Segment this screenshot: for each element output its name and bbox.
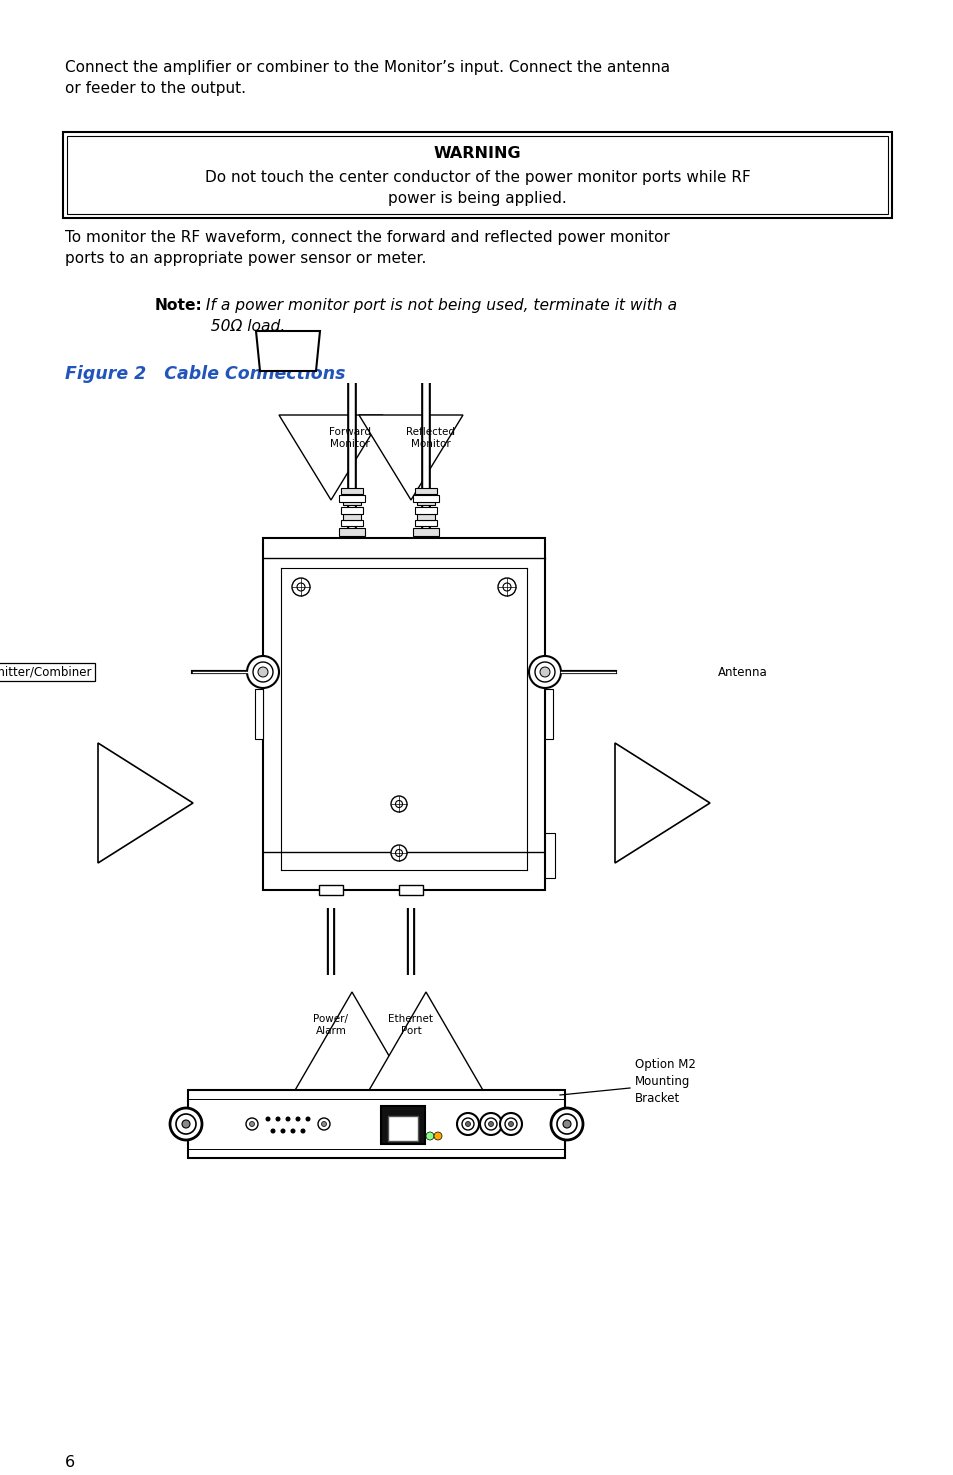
Bar [263,538,544,889]
Bar [343,513,360,521]
Circle shape [434,1131,441,1140]
Circle shape [306,1117,310,1121]
Circle shape [551,1108,582,1140]
Polygon shape [615,743,709,863]
Circle shape [465,1121,470,1127]
Text: Transmitter/Combiner: Transmitter/Combiner [0,665,91,678]
Bar [318,885,343,895]
Polygon shape [278,414,382,500]
Circle shape [499,1114,521,1134]
Text: WARNING: WARNING [434,146,520,161]
Circle shape [504,1118,517,1130]
Circle shape [266,1117,270,1121]
Circle shape [291,1130,294,1133]
Circle shape [497,578,516,596]
Text: Forward
Monitor: Forward Monitor [329,426,371,450]
Text: Do not touch the center conductor of the power monitor ports while RF
power is b: Do not touch the center conductor of the… [204,170,750,206]
Bar [416,513,435,521]
Bar [544,833,555,878]
Bar [338,496,365,502]
Circle shape [529,656,560,687]
Circle shape [175,1114,195,1134]
Bar [188,1090,564,1158]
Bar [388,1117,417,1142]
Circle shape [317,1118,330,1130]
Polygon shape [98,743,193,863]
Circle shape [426,1131,434,1140]
Polygon shape [368,993,483,1092]
Circle shape [246,1118,257,1130]
Text: Connect the amplifier or combiner to the Monitor’s input. Connect the antenna
or: Connect the amplifier or combiner to the… [65,60,669,96]
Circle shape [502,583,511,591]
Bar [398,885,422,895]
Bar [415,488,436,494]
Circle shape [395,801,402,807]
Bar [380,1106,424,1145]
Circle shape [253,662,273,681]
Polygon shape [255,330,319,372]
Circle shape [562,1120,571,1128]
Circle shape [391,796,407,813]
Circle shape [170,1108,202,1140]
Bar [254,689,263,739]
Circle shape [286,1117,290,1121]
Polygon shape [294,993,410,1092]
Circle shape [321,1121,326,1127]
Bar [415,521,436,527]
Circle shape [484,1118,497,1130]
Bar [340,488,363,494]
Circle shape [257,667,268,677]
Circle shape [456,1114,478,1134]
Circle shape [281,1130,285,1133]
Bar [67,136,887,214]
Circle shape [488,1121,493,1127]
Circle shape [296,583,305,591]
Text: Figure 2   Cable Connections: Figure 2 Cable Connections [65,364,345,384]
Bar [340,507,363,513]
Text: Antenna: Antenna [718,665,767,678]
Text: Ethernet
Port: Ethernet Port [388,1013,433,1037]
Circle shape [276,1117,279,1121]
Text: If a power monitor port is not being used, terminate it with a
  50Ω load.: If a power monitor port is not being use… [201,298,677,333]
Circle shape [461,1118,474,1130]
Bar [415,507,436,513]
Circle shape [539,667,550,677]
Bar [413,496,438,502]
Circle shape [182,1120,190,1128]
Bar [343,500,360,504]
Circle shape [508,1121,513,1127]
Bar [338,528,365,535]
Text: Power/
Alarm: Power/ Alarm [314,1013,348,1037]
Text: Note:: Note: [154,298,203,313]
Circle shape [535,662,555,681]
Circle shape [391,845,407,861]
Text: To monitor the RF waveform, connect the forward and reflected power monitor
port: To monitor the RF waveform, connect the … [65,230,669,266]
Text: Option M2
Mounting
Bracket: Option M2 Mounting Bracket [635,1058,695,1105]
Circle shape [271,1130,274,1133]
Bar [544,689,553,739]
Bar [413,528,438,535]
Circle shape [292,578,310,596]
Polygon shape [358,414,462,500]
Circle shape [247,656,278,687]
Circle shape [557,1114,577,1134]
Circle shape [295,1117,299,1121]
Circle shape [250,1121,254,1127]
Bar [63,131,891,218]
Bar [340,521,363,527]
Text: 6: 6 [65,1454,75,1471]
Bar [416,500,435,504]
Circle shape [479,1114,501,1134]
Circle shape [301,1130,304,1133]
Text: Reflected
Monitor: Reflected Monitor [406,426,455,450]
Circle shape [395,850,402,857]
